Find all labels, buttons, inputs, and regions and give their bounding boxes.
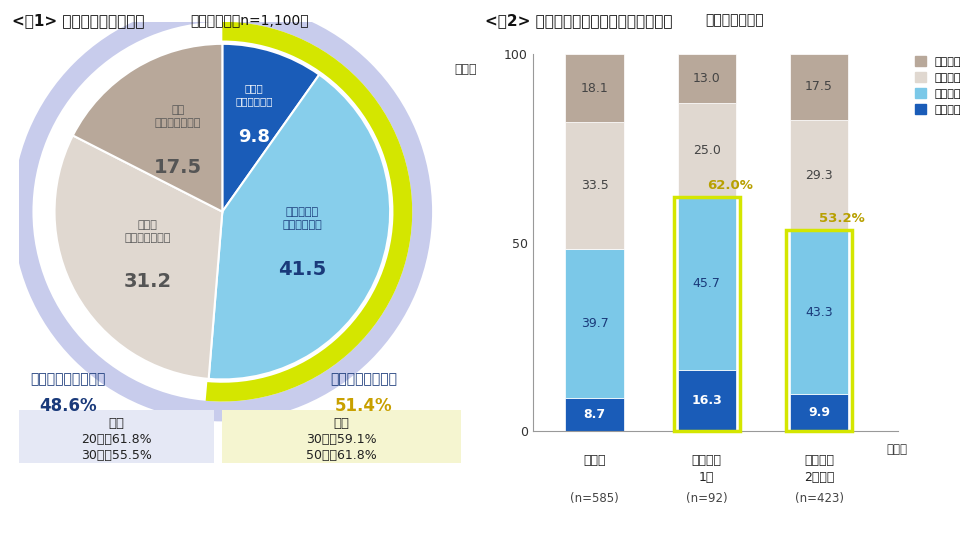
Bar (565, 122, 624, 248)
Text: 33.5: 33.5 (581, 179, 609, 192)
Bar (786, 231, 852, 431)
Legend: 全く気にしていない, あまり気にしていない, なんとなく気にしている, とても気にしている: 全く気にしていない, あまり気にしていない, なんとなく気にしている, とても気… (910, 52, 960, 119)
Bar (678, 197, 736, 370)
Bar (565, 248, 624, 398)
Text: 16.3: 16.3 (691, 394, 722, 407)
Text: (n=585): (n=585) (570, 492, 619, 505)
Text: 45.7: 45.7 (693, 277, 721, 290)
Text: （％）: （％） (886, 443, 907, 455)
Wedge shape (12, 2, 432, 421)
Text: （単一回答）: （単一回答） (706, 13, 764, 27)
Text: <図1> 自宅の湿度について: <図1> 自宅の湿度について (12, 13, 145, 29)
Bar (790, 231, 849, 394)
Text: 30代　55.5%: 30代 55.5% (81, 449, 152, 462)
Text: 31.2: 31.2 (124, 272, 172, 292)
Text: 62.0%: 62.0% (707, 178, 753, 192)
Text: (n=92): (n=92) (686, 492, 728, 505)
Wedge shape (205, 22, 412, 402)
Text: 39.7: 39.7 (581, 317, 609, 330)
Text: 41.5: 41.5 (278, 260, 326, 279)
Text: (n=423): (n=423) (795, 492, 844, 505)
Text: 男性: 男性 (108, 417, 125, 430)
Text: 全く
気にしていない: 全く 気にしていない (155, 105, 201, 128)
Bar (790, 54, 849, 120)
Wedge shape (73, 44, 223, 212)
Text: 17.5: 17.5 (154, 158, 202, 177)
FancyBboxPatch shape (223, 410, 461, 464)
Text: 20代　61.8%: 20代 61.8% (81, 433, 152, 446)
Text: 一軒家: 一軒家 (584, 454, 606, 467)
Text: <図2> 住居形態別　自宅の湿度について: <図2> 住居形態別 自宅の湿度について (485, 13, 672, 29)
Text: 8.7: 8.7 (584, 408, 606, 421)
Bar (565, 398, 624, 431)
Bar (674, 197, 740, 431)
Text: とても
気にしている: とても 気にしている (235, 83, 273, 106)
Text: 18.1: 18.1 (581, 81, 609, 94)
Text: 17.5: 17.5 (805, 80, 833, 93)
Bar (790, 120, 849, 231)
Text: 50代　61.8%: 50代 61.8% (306, 449, 377, 462)
Text: 集合住宅
1階: 集合住宅 1階 (692, 454, 722, 484)
FancyBboxPatch shape (19, 410, 213, 464)
Text: なんとなく
気にしている: なんとなく 気にしている (282, 207, 323, 230)
Text: 集合住宅
2階以上: 集合住宅 2階以上 (804, 454, 834, 484)
Text: 30代　59.1%: 30代 59.1% (306, 433, 377, 446)
Bar (678, 370, 736, 431)
Text: （単一回答：n=1,100）: （単一回答：n=1,100） (190, 13, 309, 27)
Text: 53.2%: 53.2% (819, 212, 865, 225)
Text: 気にしている・計: 気にしている・計 (330, 372, 397, 386)
Bar (790, 394, 849, 431)
Wedge shape (223, 44, 320, 212)
Text: 9.9: 9.9 (808, 406, 830, 419)
Text: 女性: 女性 (333, 417, 349, 430)
Bar (565, 54, 624, 122)
Wedge shape (208, 74, 390, 379)
Text: 13.0: 13.0 (693, 72, 721, 85)
Text: 25.0: 25.0 (693, 143, 721, 157)
Text: 48.6%: 48.6% (39, 397, 97, 415)
Text: 51.4%: 51.4% (335, 397, 393, 415)
Text: （％）: （％） (454, 63, 477, 75)
Text: 29.3: 29.3 (805, 169, 833, 182)
Bar (678, 103, 736, 197)
Text: 43.3: 43.3 (805, 306, 833, 319)
Text: 9.8: 9.8 (238, 128, 270, 146)
Wedge shape (55, 135, 223, 379)
Bar (678, 54, 736, 103)
Text: 気にしていない・計: 気にしていない・計 (30, 372, 106, 386)
Text: あまり
気にしていない: あまり 気にしていない (125, 219, 171, 243)
